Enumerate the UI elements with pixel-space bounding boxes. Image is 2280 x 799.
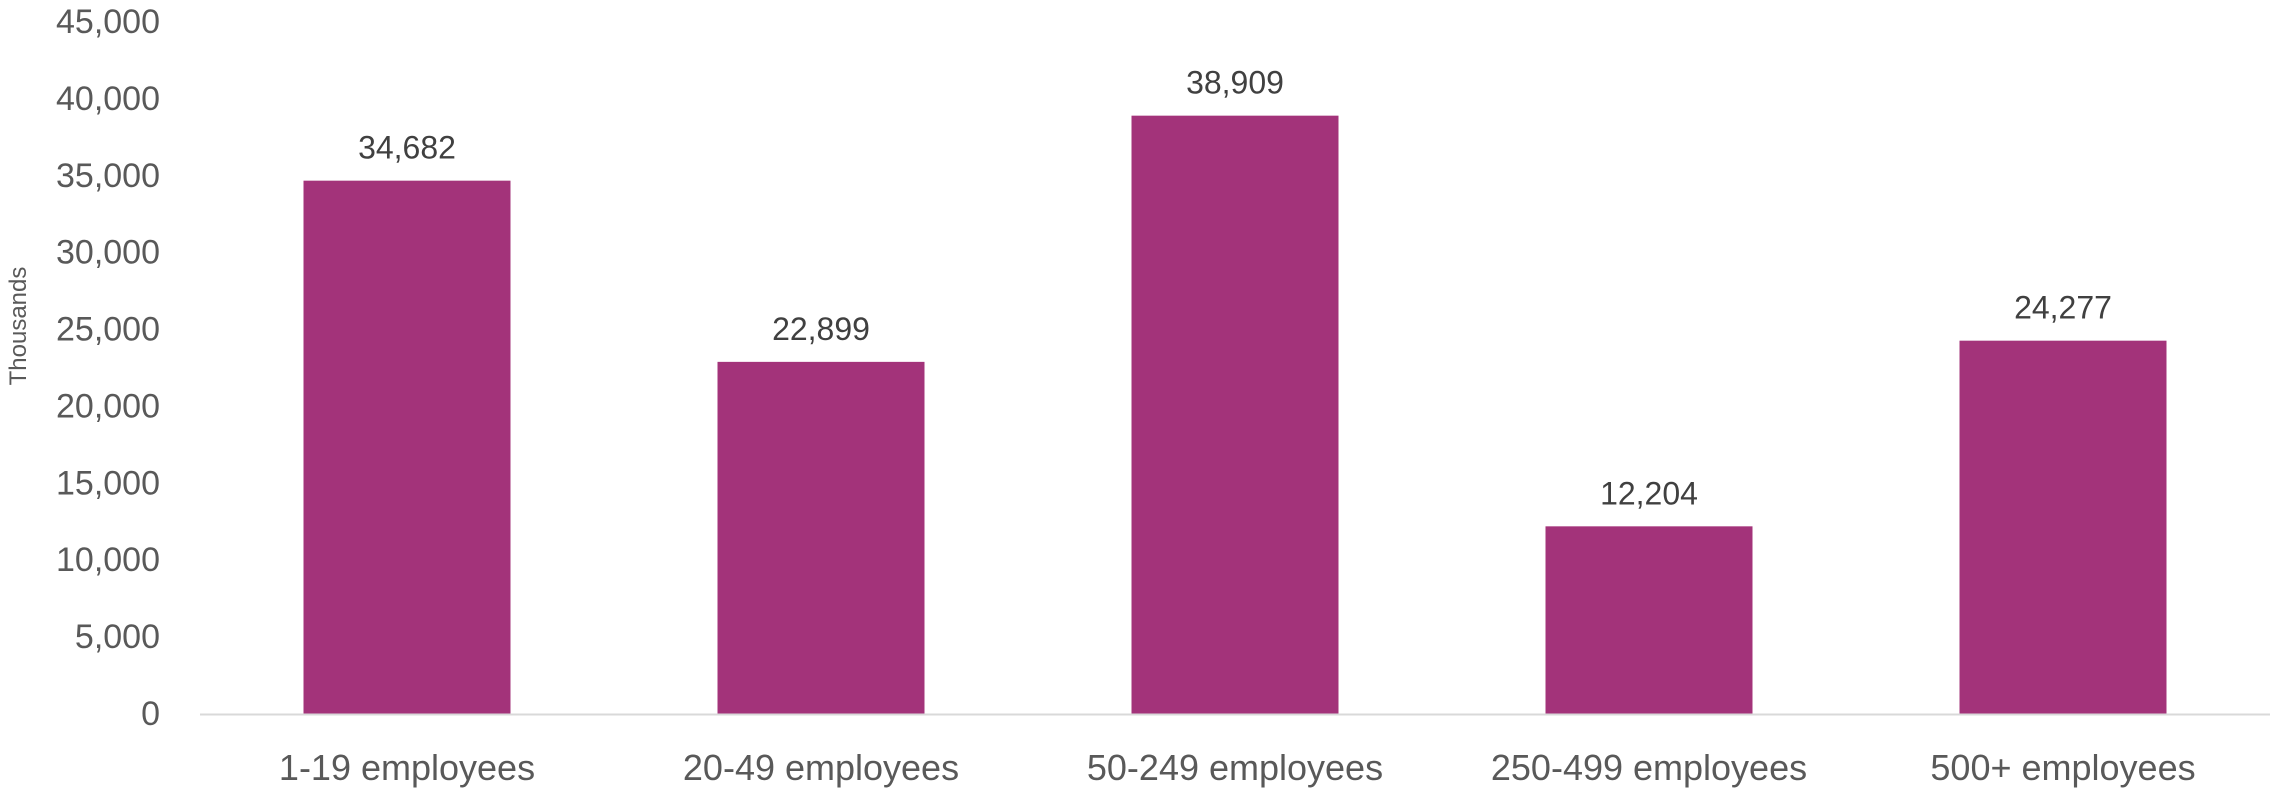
bars-group bbox=[303, 115, 2167, 715]
y-tick-label: 0 bbox=[141, 695, 160, 733]
x-category-label: 20-49 employees bbox=[683, 747, 959, 788]
data-label: 24,277 bbox=[2014, 290, 2112, 326]
bar bbox=[1959, 340, 2167, 714]
x-category-label: 1-19 employees bbox=[279, 747, 535, 788]
x-axis-category-labels: 1-19 employees 20-49 employees 50-249 empl… bbox=[279, 747, 2196, 788]
y-tick-label: 40,000 bbox=[56, 80, 160, 118]
data-label: 22,899 bbox=[772, 311, 870, 347]
bar bbox=[717, 361, 925, 714]
y-tick-label: 25,000 bbox=[56, 311, 160, 349]
y-tick-label: 15,000 bbox=[56, 464, 160, 502]
y-axis-title: Thousands bbox=[5, 267, 32, 386]
x-category-label: 500+ employees bbox=[1930, 747, 2195, 788]
bar bbox=[303, 180, 511, 714]
y-tick-label: 45,000 bbox=[56, 3, 160, 41]
y-tick-label: 35,000 bbox=[56, 157, 160, 195]
bar bbox=[1131, 115, 1339, 715]
y-tick-label: 30,000 bbox=[56, 234, 160, 272]
data-label: 34,682 bbox=[358, 130, 456, 166]
y-tick-label: 20,000 bbox=[56, 387, 160, 425]
x-category-label: 50-249 employees bbox=[1087, 747, 1383, 788]
data-label: 12,204 bbox=[1600, 475, 1698, 511]
bar bbox=[1545, 526, 1753, 714]
data-label: 38,909 bbox=[1186, 65, 1284, 101]
y-tick-label: 10,000 bbox=[56, 541, 160, 579]
y-axis-ticks: 0 5,000 10,000 15,000 20,000 25,000 30,000 35,0… bbox=[56, 3, 160, 733]
data-labels-group: 34,682 22,899 38,909 12,204 24,277 bbox=[358, 65, 2112, 512]
x-category-label: 250-499 employees bbox=[1491, 747, 1807, 788]
y-tick-label: 5,000 bbox=[75, 618, 160, 656]
